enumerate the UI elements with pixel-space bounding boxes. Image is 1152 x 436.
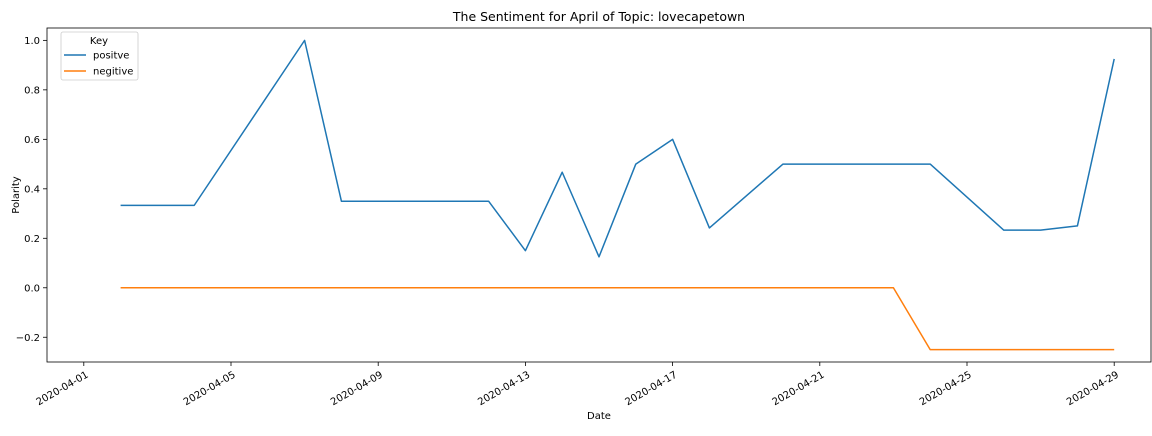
x-tick-label: 2020-04-25 xyxy=(918,370,974,409)
legend-box xyxy=(60,31,139,81)
y-tick-label: 1.0 xyxy=(24,36,40,47)
x-tick-label: 2020-04-09 xyxy=(329,370,385,409)
y-tick-label: 0.2 xyxy=(24,234,40,245)
x-tick-label: 2020-04-13 xyxy=(476,370,532,409)
legend-label: negitive xyxy=(93,67,133,78)
y-tick-label: 0.8 xyxy=(24,85,40,96)
y-tick-label: 0.6 xyxy=(24,135,40,146)
x-tick-label: 2020-04-17 xyxy=(623,370,679,409)
x-tick-label: 2020-04-21 xyxy=(771,370,827,409)
x-tick-label: 2020-04-29 xyxy=(1065,370,1121,409)
y-axis: −0.2 0.0 0.2 0.4 0.6 0.8 1.0 xyxy=(16,36,47,344)
x-tick-label: 2020-04-01 xyxy=(35,370,91,409)
series-layer xyxy=(120,39,1115,351)
legend-title: Key xyxy=(90,36,108,47)
legend: Key positve negitive xyxy=(60,31,139,81)
y-tick-label: −0.2 xyxy=(16,333,40,344)
y-tick-label: 0.0 xyxy=(24,283,40,294)
y-tick-label: 0.4 xyxy=(24,184,40,195)
x-axis: 2020-04-01 2020-04-05 2020-04-09 2020-04-13… xyxy=(35,362,1121,408)
legend-entries: positve negitive xyxy=(64,51,133,78)
chart-title: The Sentiment for April of Topic: loveca… xyxy=(452,9,745,24)
x-axis-label: Date xyxy=(587,411,611,422)
x-tick-label: 2020-04-05 xyxy=(182,370,238,409)
series-line-positve xyxy=(120,39,1115,258)
plot-area xyxy=(46,27,1152,363)
series-line-negitive xyxy=(120,287,1115,351)
legend-label: positve xyxy=(93,51,129,62)
y-axis-label: Polarity xyxy=(11,176,22,214)
